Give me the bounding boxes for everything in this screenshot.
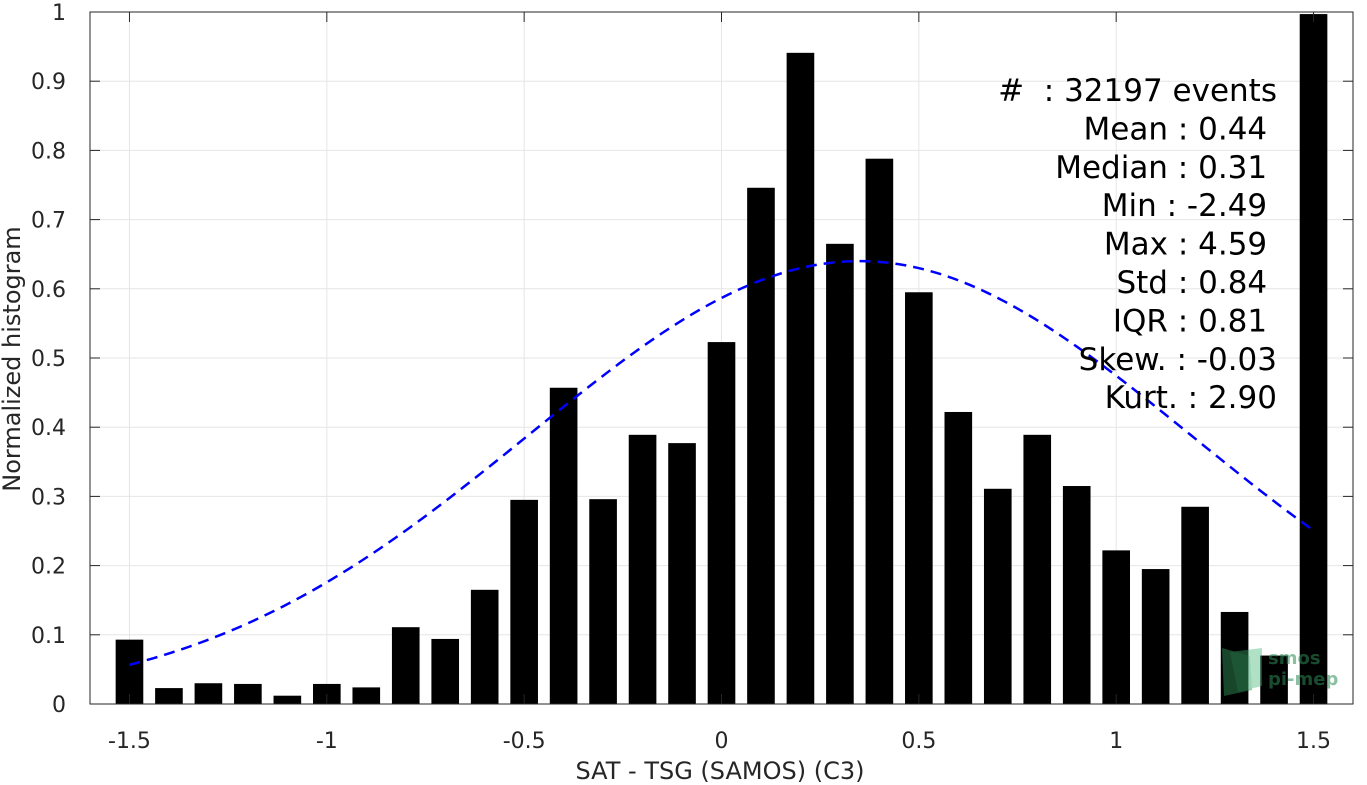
histogram-bar — [1299, 14, 1328, 705]
histogram-bar — [1181, 506, 1209, 704]
stats-line: Median : 0.31 — [1055, 150, 1277, 186]
y-tick-label: 0.3 — [31, 485, 66, 510]
stats-line: Skew. : -0.03 — [1079, 342, 1277, 378]
logo-mark-icon — [1222, 648, 1262, 696]
axes — [89, 11, 1354, 705]
x-tick-label: 0.5 — [901, 729, 936, 754]
logo-text-line1: smos — [1268, 648, 1321, 669]
histogram-bar — [786, 52, 815, 704]
histogram-bar — [628, 434, 657, 704]
x-axis-label: SAT - TSG (SAMOS) (C3) — [576, 757, 865, 785]
y-tick-label: 0 — [52, 693, 66, 718]
bars — [115, 14, 1328, 705]
y-tick-label: 0.4 — [31, 416, 66, 441]
histogram-bar — [668, 443, 696, 704]
stats-line: Std : 0.84 — [1116, 265, 1277, 301]
histogram-bar — [470, 589, 499, 704]
stats-line: IQR : 0.81 — [1113, 303, 1277, 339]
histogram-bar — [273, 695, 302, 704]
histogram-bar — [944, 411, 973, 704]
histogram-bar — [194, 683, 223, 704]
stats-line: Min : -2.49 — [1102, 188, 1277, 224]
y-tick-label: 0.9 — [31, 70, 66, 95]
x-tick-label: -1.5 — [108, 729, 151, 754]
histogram-bar — [234, 683, 262, 704]
x-tick-label: 1.5 — [1296, 729, 1331, 754]
stats-line: Kurt. : 2.90 — [1105, 380, 1277, 416]
tick-labels: -1.5 -1 -0.5 0 0.5 1 1.5 0 0.1 0.2 0.3 0.4 0.5 0.6 0.7… — [31, 1, 1331, 754]
histogram-bar — [391, 627, 420, 704]
histogram-bar — [983, 488, 1012, 704]
histogram-bar — [865, 158, 894, 705]
y-tick-label: 0.2 — [31, 555, 66, 580]
histogram-bar — [431, 638, 460, 704]
logo-text-line2: pi-mep — [1268, 669, 1338, 690]
histogram-bar — [905, 292, 933, 704]
y-axis-label: Normalized histogram — [0, 226, 26, 491]
histogram-bar — [510, 499, 538, 704]
x-tick-label: -1 — [316, 729, 338, 754]
histogram-bar — [1141, 569, 1170, 704]
x-tick-label: 1 — [1109, 729, 1123, 754]
histogram-bar — [549, 387, 578, 704]
y-tick-label: 1 — [52, 1, 66, 26]
y-tick-label: 0.6 — [31, 278, 66, 303]
stats-line: # : 32197 events — [998, 73, 1277, 109]
y-tick-label: 0.7 — [31, 209, 66, 234]
x-tick-label: -0.5 — [503, 729, 546, 754]
smos-pimep-logo: smos pi-mep — [1222, 648, 1338, 696]
histogram-bar — [312, 683, 341, 704]
stats-line: Max : 4.59 — [1104, 227, 1277, 263]
histogram-bar — [352, 687, 381, 704]
histogram-bar — [1260, 655, 1288, 704]
y-tick-label: 0.8 — [31, 139, 66, 164]
stats-line: Mean : 0.44 — [1084, 111, 1278, 147]
histogram-bar — [1023, 434, 1052, 704]
histogram-bar — [589, 499, 617, 704]
histogram-bar — [115, 639, 144, 704]
histogram-bar — [826, 243, 854, 704]
histogram-bar — [1102, 550, 1131, 704]
y-tick-label: 0.5 — [31, 347, 66, 372]
histogram-bar — [707, 342, 736, 704]
histogram-bar — [747, 187, 775, 704]
histogram-bar — [155, 688, 183, 704]
x-tick-label: 0 — [715, 729, 729, 754]
y-tick-label: 0.1 — [31, 624, 66, 649]
histogram-bar — [1062, 486, 1091, 704]
